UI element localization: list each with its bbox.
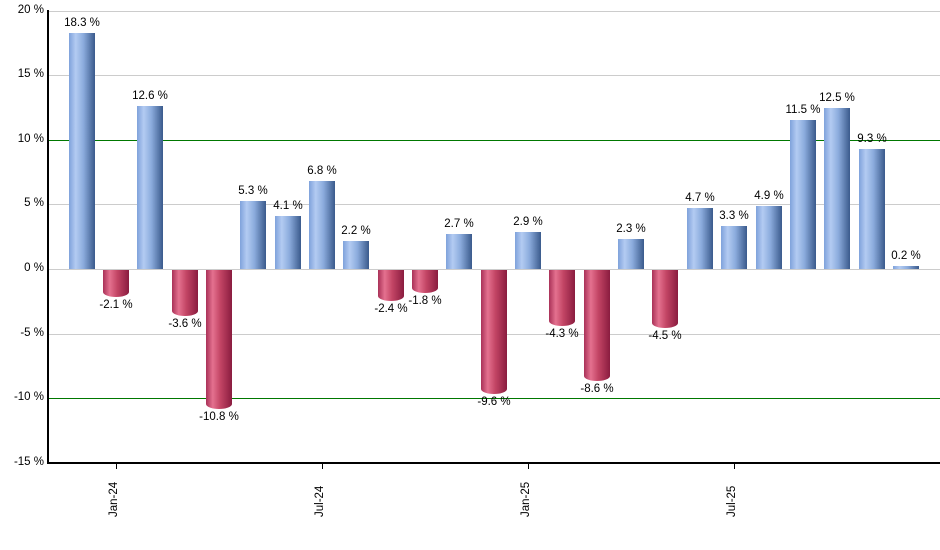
y-axis-tick-label: -10 %: [13, 391, 44, 403]
bar-value-label: 6.8 %: [307, 165, 337, 177]
bar-value-label: -8.6 %: [580, 383, 614, 395]
bar[interactable]: [652, 270, 678, 328]
gridline: [49, 204, 940, 205]
bar-value-label: -3.6 %: [168, 318, 202, 330]
bar[interactable]: [446, 234, 472, 269]
bar[interactable]: [549, 270, 575, 326]
bar[interactable]: [69, 33, 95, 269]
y-axis-line: [47, 10, 49, 464]
bar[interactable]: [240, 201, 266, 269]
bar[interactable]: [103, 270, 129, 297]
x-axis-tick-label: Jul-25: [726, 485, 738, 517]
bar-value-label: 5.3 %: [238, 185, 268, 197]
bar[interactable]: [721, 226, 747, 269]
gridline: [49, 11, 940, 12]
x-axis-tick: [116, 464, 117, 469]
bar[interactable]: [618, 239, 644, 269]
x-axis-tick-label: Jan-25: [520, 481, 532, 517]
bar-value-label: 2.9 %: [513, 216, 543, 228]
bar-value-label: 4.1 %: [273, 200, 303, 212]
x-axis-line: [47, 462, 940, 464]
reference-line: [49, 398, 940, 399]
bar-value-label: -10.8 %: [199, 411, 239, 423]
y-axis-tick-label: 10 %: [17, 133, 44, 145]
y-axis-tick-label: -15 %: [13, 456, 44, 468]
bar[interactable]: [756, 206, 782, 269]
x-axis-tick-label: Jan-24: [108, 481, 120, 517]
y-axis-tick-label: 0 %: [24, 262, 44, 274]
x-axis-tick: [734, 464, 735, 469]
bar[interactable]: [790, 120, 816, 269]
bar-value-label: -4.3 %: [545, 328, 579, 340]
y-axis-tick-label: -5 %: [20, 327, 44, 339]
reference-line: [49, 140, 940, 141]
y-axis-tick-label: 5 %: [24, 197, 44, 209]
bar[interactable]: [859, 149, 885, 269]
bar-value-label: 2.7 %: [444, 218, 474, 230]
bar-value-label: 2.2 %: [341, 225, 371, 237]
bar-value-label: 9.3 %: [857, 133, 887, 145]
bar-value-label: -1.8 %: [408, 295, 442, 307]
bar-value-label: 11.5 %: [785, 104, 821, 116]
bar-value-label: 18.3 %: [64, 17, 100, 29]
bar-value-label: 12.5 %: [819, 92, 855, 104]
bar-value-label: -2.4 %: [374, 303, 408, 315]
bar[interactable]: [172, 270, 198, 316]
x-axis-tick: [322, 464, 323, 469]
y-axis-tick-label: 15 %: [17, 68, 44, 80]
x-axis-tick-label: Jul-24: [314, 485, 326, 517]
bar[interactable]: [309, 181, 335, 269]
bar[interactable]: [412, 270, 438, 293]
bar-value-label: -2.1 %: [99, 299, 133, 311]
bar[interactable]: [137, 106, 163, 269]
bar[interactable]: [378, 270, 404, 301]
gridline: [49, 75, 940, 76]
bar-value-label: -4.5 %: [648, 330, 682, 342]
bar[interactable]: [515, 232, 541, 269]
bar-value-label: 2.3 %: [616, 223, 646, 235]
bar[interactable]: [275, 216, 301, 269]
x-axis-tick: [528, 464, 529, 469]
bar-value-label: 4.9 %: [754, 190, 784, 202]
bar-value-label: -9.6 %: [477, 396, 511, 408]
gridline: [49, 269, 940, 270]
bar[interactable]: [687, 208, 713, 269]
bar[interactable]: [824, 108, 850, 269]
bar[interactable]: [343, 241, 369, 269]
bar[interactable]: [206, 270, 232, 409]
bar[interactable]: [893, 266, 919, 269]
bar-value-label: 4.7 %: [685, 192, 715, 204]
bar[interactable]: [584, 270, 610, 381]
y-axis-tick-label: 20 %: [17, 4, 44, 16]
bar-value-label: 3.3 %: [719, 210, 749, 222]
bar[interactable]: [481, 270, 507, 394]
bar-value-label: 0.2 %: [891, 250, 921, 262]
bar-value-label: 12.6 %: [132, 90, 168, 102]
